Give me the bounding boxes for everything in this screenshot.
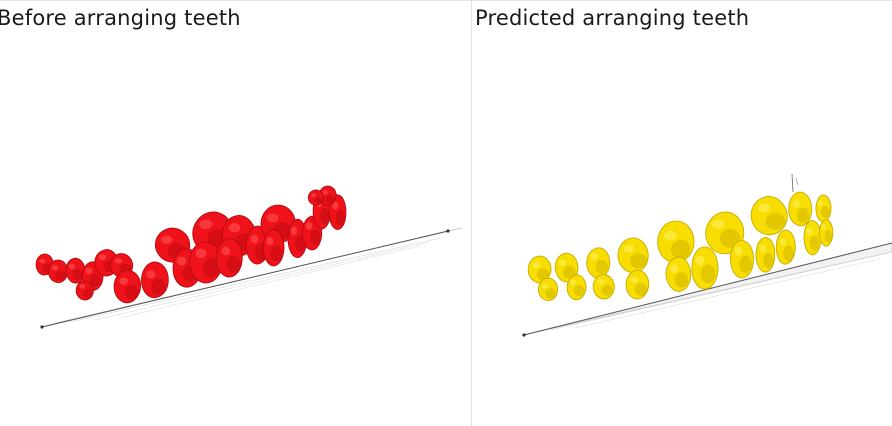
tooth — [189, 241, 223, 284]
tooth — [803, 220, 822, 256]
tooth — [554, 252, 579, 283]
tooth — [775, 229, 796, 265]
tooth — [617, 237, 649, 273]
tooth — [141, 261, 169, 299]
panel-before-title: Before arranging teeth — [0, 6, 241, 30]
tooth — [750, 196, 788, 236]
teeth-predicted — [527, 191, 834, 301]
tooth — [287, 218, 308, 258]
tooth — [788, 191, 813, 227]
tooth — [328, 194, 347, 230]
tooth — [665, 256, 692, 292]
top-border — [0, 0, 892, 1]
panel-before[interactable]: Before arranging teeth — [0, 0, 471, 426]
base-plane — [40, 227, 463, 329]
tooth — [262, 229, 285, 267]
tooth — [705, 211, 745, 255]
tooth — [245, 225, 270, 265]
tooth — [65, 257, 86, 284]
tooth — [566, 274, 587, 301]
tooth — [815, 194, 832, 223]
tooth — [755, 237, 776, 273]
tooth — [592, 273, 615, 300]
tooth — [48, 259, 69, 283]
tooth — [75, 280, 94, 301]
before-teeth-render[interactable] — [0, 0, 471, 426]
tooth — [113, 269, 141, 304]
tooth — [307, 189, 325, 206]
predicted-teeth-render[interactable] — [472, 0, 892, 426]
tooth — [586, 247, 611, 279]
tooth — [625, 269, 650, 300]
tooth — [729, 240, 754, 279]
panel-divider — [471, 0, 472, 426]
panel-predicted-title: Predicted arranging teeth — [475, 6, 750, 30]
base-plane — [522, 242, 892, 337]
panel-predicted[interactable]: Predicted arranging teeth — [472, 0, 892, 426]
tooth — [527, 255, 552, 284]
tooth — [657, 220, 695, 263]
tooth — [215, 238, 243, 278]
tooth — [538, 277, 559, 301]
axis-marker — [791, 173, 799, 193]
tooth — [691, 246, 719, 290]
tooth — [818, 219, 834, 247]
teeth-before — [35, 185, 347, 304]
